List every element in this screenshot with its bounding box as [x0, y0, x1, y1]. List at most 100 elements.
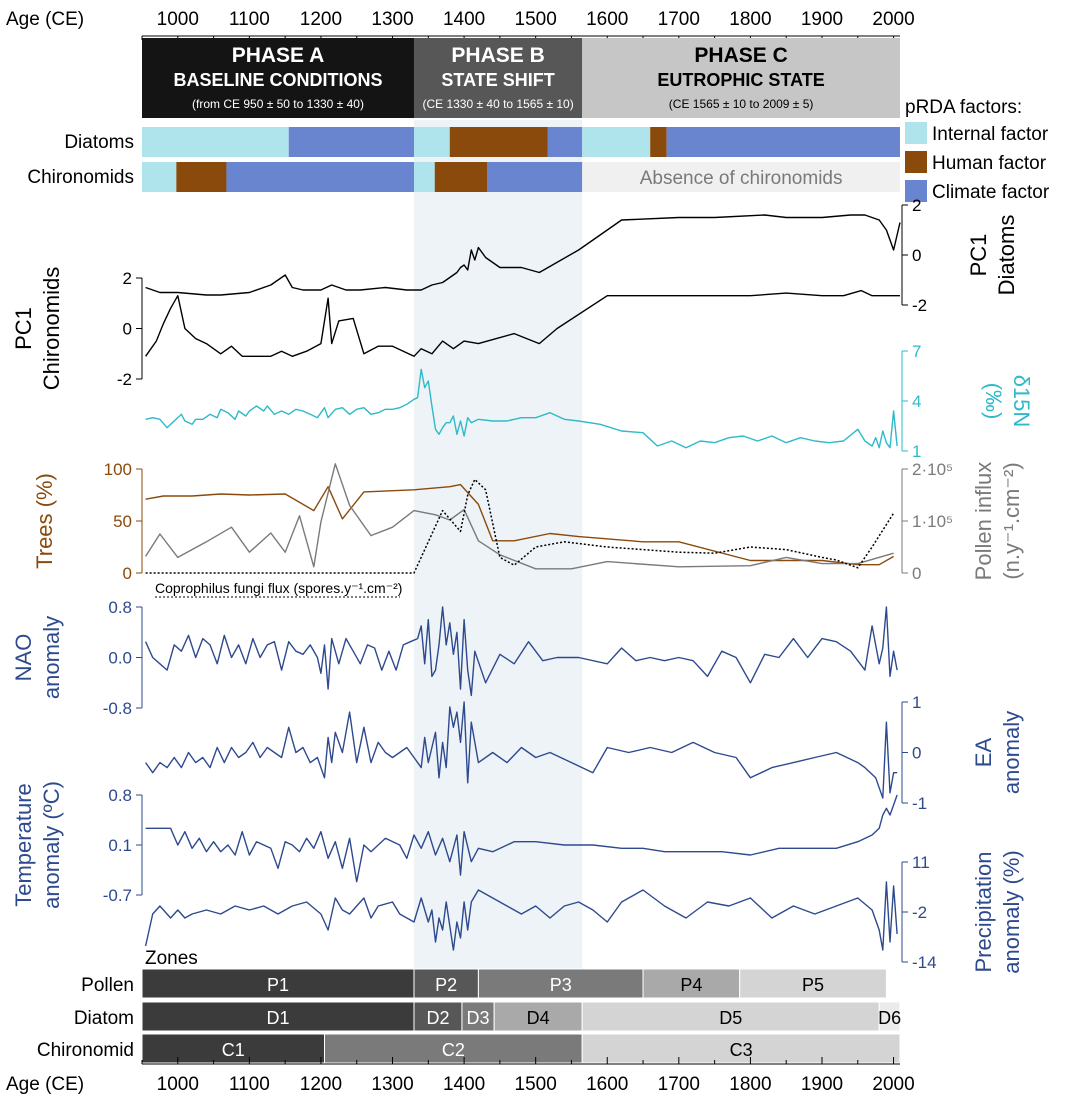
phase-subtitle: EUTROPHIC STATE — [657, 70, 824, 90]
series-line — [145, 463, 894, 570]
y-axis-label: anomaly (ºC) — [39, 781, 64, 909]
y-tick-label: 0 — [912, 564, 921, 583]
phase-box — [142, 38, 414, 118]
legend-swatch-internal — [905, 122, 927, 144]
zone-segment-label: P3 — [550, 975, 572, 995]
bottom-age-axis-tick-label: 1800 — [729, 1074, 771, 1095]
top-age-axis-tick-label: 1800 — [729, 9, 771, 30]
series-line — [145, 794, 898, 883]
series-line — [144, 606, 898, 697]
factor-segment-human — [449, 127, 548, 157]
y-axis-label: NAO — [11, 634, 36, 682]
zone-segment — [413, 968, 479, 999]
zone-segment-label: D2 — [426, 1008, 449, 1028]
y-axis-label: Trees (%) — [32, 473, 57, 569]
legend-label: Human factor — [932, 153, 1047, 174]
zone-segment — [739, 968, 887, 999]
absence-note: Absence of chironomids — [640, 168, 843, 189]
zone-segment-label: D4 — [527, 1008, 550, 1028]
factor-segment-climate — [487, 162, 583, 192]
phase-range: (CE 1330 ± 40 to 1565 ± 10) — [422, 97, 573, 111]
y-tick-label: 1 — [912, 442, 921, 461]
y-tick-label: -0.8 — [103, 699, 132, 718]
factor-segment-internal — [582, 127, 651, 157]
y-axis-label: anomaly — [999, 711, 1024, 794]
y-tick-label: 0 — [912, 744, 921, 763]
zone-row-label: Pollen — [81, 975, 134, 996]
y-tick-label: 4 — [912, 392, 921, 411]
panel-climate: 0.8 0.1 -0.7 Temperature anomaly (ºC) 11 -2 -14… — [11, 781, 1024, 974]
zone-segment-label: P4 — [680, 975, 702, 995]
top-age-axis-label: Age (CE) — [6, 9, 84, 30]
y-axis-label: Precipitation — [971, 851, 996, 972]
y-tick-label: 7 — [912, 342, 921, 361]
zone-segment — [413, 1001, 463, 1032]
top-age-axis: Age (CE) 1000 1100 1200 1300 1400 1500 1600 1700… — [6, 9, 915, 43]
bottom-age-axis-tick-label: 1100 — [229, 1074, 270, 1095]
top-age-axis-tick-label: 1400 — [443, 9, 485, 30]
panel-EA: 1 0 -1 EA anomaly — [145, 693, 1024, 813]
phase-title: PHASE C — [694, 44, 787, 67]
legend-swatch-human — [905, 151, 927, 173]
series-line — [145, 478, 895, 574]
y-tick-label: 0 — [123, 320, 132, 339]
y-tick-label: 100 — [104, 460, 132, 479]
phase-box — [413, 38, 583, 118]
factor-row-label: Chironomids — [27, 167, 134, 188]
zone-segment — [493, 1001, 583, 1032]
y-tick-label: 0.8 — [108, 786, 132, 805]
zone-segment-label: C2 — [442, 1040, 465, 1060]
top-age-axis-tick-label: 1700 — [658, 9, 700, 30]
phase-b-shading — [413, 120, 583, 970]
bottom-age-axis-tick-label: 1000 — [157, 1074, 199, 1095]
bottom-age-axis-tick-label: 1700 — [658, 1074, 700, 1095]
y-axis-label: Temperature — [11, 783, 36, 907]
y-axis-label: PC1 — [966, 234, 991, 277]
zone-segment — [141, 968, 415, 999]
zone-segment — [642, 968, 741, 999]
y-axis-label: Diatoms — [994, 215, 1019, 296]
top-age-axis-tick-label: 2000 — [872, 9, 914, 30]
factor-segment-human — [176, 162, 227, 192]
top-age-axis-tick-label: 1100 — [229, 9, 270, 30]
zone-segment — [878, 1001, 901, 1032]
zone-segment — [477, 968, 644, 999]
series-line — [145, 368, 898, 449]
y-axis-label: (n.y⁻¹.cm⁻²) — [999, 462, 1024, 579]
legend-label: Internal factor — [932, 124, 1049, 145]
zones-title: Zones — [145, 948, 198, 969]
phase-title: PHASE A — [232, 44, 325, 67]
zone-segment — [141, 1001, 415, 1032]
y-tick-label: 1·10⁵ — [912, 512, 953, 531]
top-age-axis-tick-label: 1300 — [371, 9, 413, 30]
factor-segment-climate — [666, 127, 900, 157]
phase-subtitle: STATE SHIFT — [441, 70, 554, 90]
bottom-age-axis-label: Age (CE) — [6, 1074, 84, 1095]
zone-segment-label: D1 — [266, 1008, 289, 1028]
factor-row-label: Diatoms — [64, 132, 134, 153]
bottom-age-axis-tick-label: 1600 — [586, 1074, 628, 1095]
zone-segment — [581, 1033, 901, 1064]
y-tick-label: -14 — [912, 953, 937, 972]
phase-b-shading-band — [413, 120, 583, 970]
factor-segment-internal — [413, 162, 435, 192]
factor-segment-climate — [226, 162, 414, 192]
y-axis-label: (‰) — [981, 383, 1006, 420]
top-age-axis-tick-label: 1500 — [515, 9, 557, 30]
series-line — [145, 483, 894, 566]
y-tick-label: -1 — [912, 794, 927, 813]
y-tick-label: 0.0 — [108, 649, 132, 668]
bottom-age-axis: Age (CE) 1000 1100 1200 1300 1400 1500 1600 1700… — [6, 1057, 915, 1095]
series-line — [144, 881, 898, 951]
y-tick-label: 2 — [123, 269, 132, 288]
y-tick-label: -2 — [912, 296, 927, 315]
bottom-age-axis-tick-label: 1900 — [801, 1074, 843, 1095]
panel-pollen: 100 50 0 Trees (%) 2·10⁵ 1·10⁵ 0 Pollen influx(… — [32, 460, 1024, 598]
y-tick-label: -2 — [117, 370, 132, 389]
series-line — [145, 214, 901, 296]
panel-d15N: 7 4 1 δ15N(‰) — [145, 342, 1034, 461]
y-axis-label: PC1 — [11, 307, 36, 350]
factor-bars: Diatoms Chironomids Absence of chironomids — [27, 127, 900, 192]
